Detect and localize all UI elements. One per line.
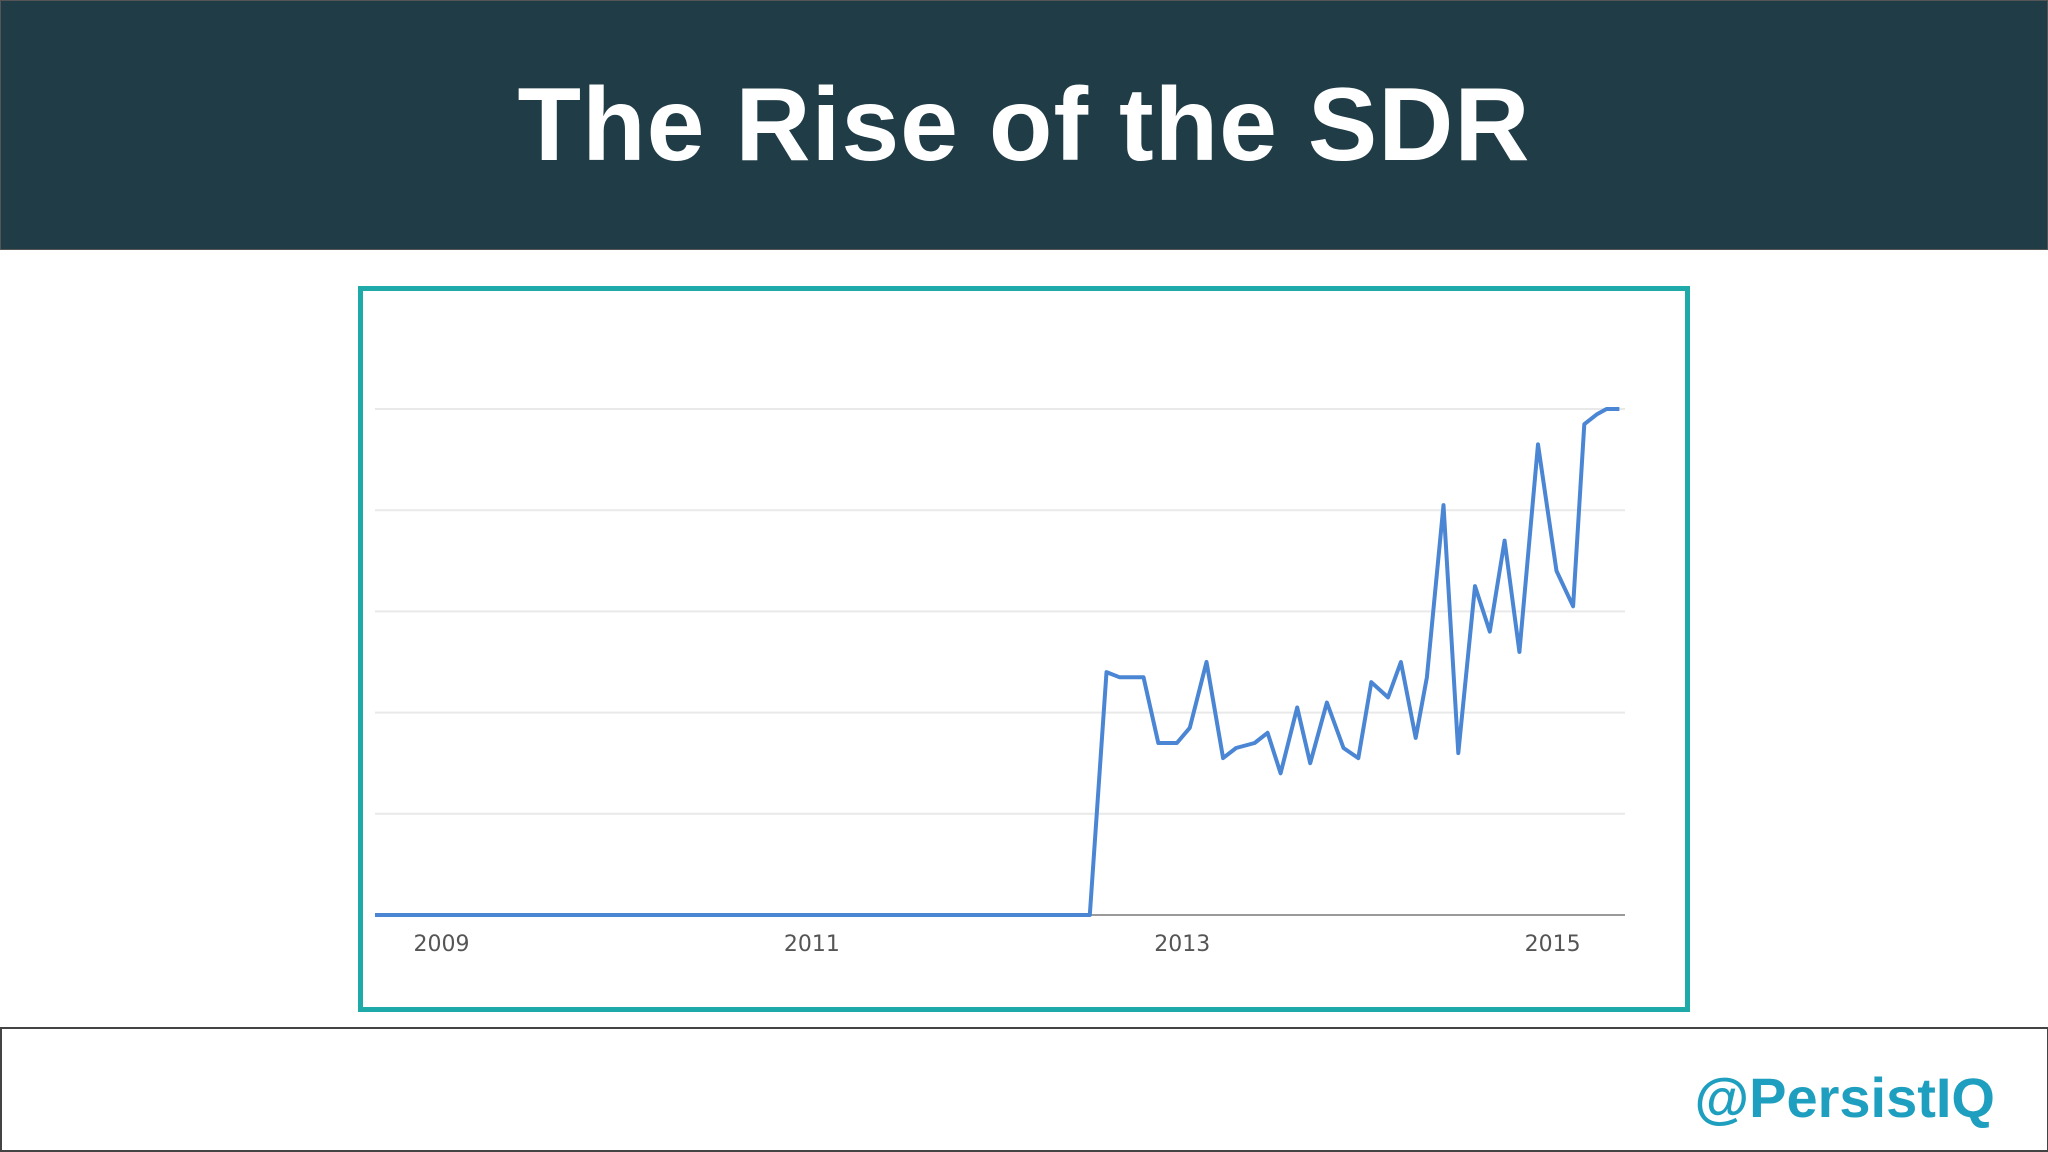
x-tick-label: 2013	[1154, 932, 1210, 957]
twitter-handle: @PersistIQ	[1694, 1066, 1995, 1129]
x-tick-label: 2015	[1525, 932, 1581, 957]
chart-frame: 2009 2011 2013 2015	[358, 286, 1690, 1012]
x-tick-label: 2011	[784, 932, 840, 957]
slide-footer: @PersistIQ	[0, 1027, 2048, 1152]
series-line	[375, 407, 1620, 917]
slide-header: The Rise of the SDR	[0, 0, 2048, 250]
slide-title: The Rise of the SDR	[517, 66, 1531, 183]
x-tick-label: 2009	[414, 932, 470, 957]
line-chart: 2009 2011 2013 2015	[375, 407, 1625, 957]
